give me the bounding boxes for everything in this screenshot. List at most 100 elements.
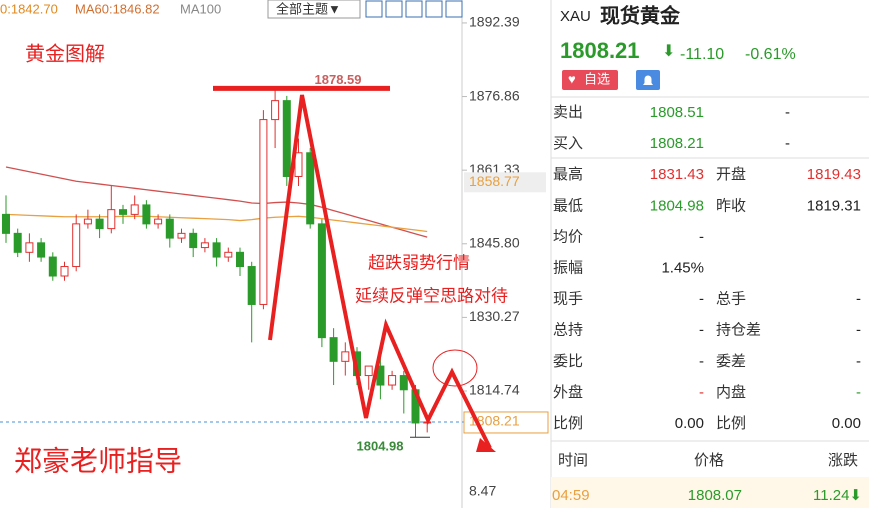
candle-body: [306, 152, 315, 225]
candle-body: [189, 232, 198, 249]
candle-body: [83, 218, 92, 225]
row-label: 最低: [553, 197, 583, 214]
symbol: XAU: [560, 8, 591, 25]
candle-body: [37, 242, 46, 258]
row-label: 最高: [553, 166, 583, 183]
ma-legend: MA60:1846.82: [75, 1, 160, 16]
candle-body: [341, 351, 350, 362]
heart-icon: ♥: [568, 71, 576, 86]
change-pct: -0.61%: [745, 46, 796, 63]
annotation-arrow: [268, 94, 492, 449]
row-value: -: [699, 291, 704, 308]
row-label: 持仓差: [716, 322, 761, 339]
row-value: -: [856, 291, 861, 308]
candle-body: [48, 256, 57, 277]
y-tick-label: 8.47: [469, 483, 496, 499]
candle-body: [25, 242, 34, 253]
tool-button[interactable]: [365, 0, 383, 18]
row-value: -: [856, 322, 861, 339]
row-label: 外盘: [553, 383, 583, 401]
ma-tag-bg: [464, 172, 546, 193]
candle-body: [119, 209, 127, 215]
candle-body: [165, 218, 174, 239]
tool-button[interactable]: [385, 0, 403, 18]
y-tick-label: 1830.27: [469, 308, 520, 324]
y-tick-label: 1845.80: [469, 234, 520, 250]
low-label: 1804.98: [357, 439, 404, 454]
row-label: 振幅: [553, 259, 583, 276]
instrument-name: 现货黄金: [600, 3, 681, 27]
watch-label[interactable]: 自选: [584, 71, 610, 86]
row-value: -: [699, 384, 704, 401]
candle-body: [200, 242, 209, 249]
row-label: 比例: [716, 415, 746, 432]
tool-button[interactable]: [405, 0, 423, 18]
row-value: -: [856, 353, 861, 370]
candle-body: [271, 100, 280, 121]
high-label: 1878.59: [315, 72, 362, 87]
bell-icon: [643, 75, 653, 85]
ma-legend: 0:1842.70: [0, 1, 58, 16]
candle-body: [60, 266, 69, 277]
y-tick-label: 1876.86: [469, 87, 520, 103]
row-label: 开盘: [716, 165, 746, 183]
row-value: 1819.31: [807, 197, 861, 214]
annotation-circle: [432, 349, 478, 387]
row-value: -: [699, 353, 704, 370]
candle-body: [95, 218, 104, 230]
tool-button[interactable]: [425, 0, 443, 18]
row-value: 1804.98: [650, 197, 704, 214]
row-value: -: [785, 135, 790, 152]
trade-header: 时间: [558, 452, 588, 469]
trade-header: 价格: [694, 452, 724, 469]
row-label: 现手: [553, 291, 583, 308]
y-tick-label: 1892.39: [469, 14, 520, 30]
candle-body: [236, 251, 244, 268]
trade-header: 涨跌: [828, 452, 858, 469]
row-label: 买入: [553, 135, 583, 152]
watch-button[interactable]: [562, 70, 618, 90]
candle-body: [294, 152, 303, 177]
candle-body: [224, 251, 233, 258]
change-arrow: ⬇: [662, 43, 675, 60]
last-price: 1808.21: [560, 38, 640, 63]
row-value: 1819.43: [807, 166, 861, 183]
candle-body: [107, 209, 116, 230]
candle-body: [259, 119, 268, 305]
ma-legend: MA100: [180, 1, 221, 16]
row-value: -: [785, 104, 790, 121]
row-label: 委差: [716, 353, 746, 370]
annotation: 延续反弹空思路对待: [355, 286, 508, 305]
trade-change: 11.24⬇: [813, 487, 862, 504]
trade-price: 1808.07: [688, 487, 742, 504]
row-label: 均价: [553, 228, 583, 245]
candle-body: [329, 337, 338, 362]
candle-body: [142, 204, 151, 225]
candle-body: [399, 375, 408, 391]
candle-body: [388, 375, 397, 386]
row-label: 卖出: [553, 104, 583, 121]
row-label: 委比: [553, 353, 583, 370]
theme-button-label[interactable]: 全部主题▼: [276, 1, 341, 16]
candle-body: [282, 100, 291, 177]
row-label: 比例: [553, 415, 583, 432]
candle-body: [2, 213, 10, 234]
toolbar: [365, 0, 463, 18]
change: -11.10: [680, 46, 724, 63]
candle-body: [130, 204, 139, 215]
row-value: 0.00: [832, 415, 861, 432]
candle-body: [72, 223, 81, 268]
candle-body: [317, 223, 326, 339]
candle-body: [212, 242, 221, 258]
theme-button[interactable]: [267, 0, 361, 19]
chart: 1892.391876.861861.331845.801830.271814.…: [0, 14, 549, 499]
candle-body: [177, 232, 186, 239]
candle-body: [13, 232, 22, 253]
price-tag: 1808.21: [469, 413, 520, 429]
row-value: -: [856, 384, 861, 401]
tool-button[interactable]: [445, 0, 463, 18]
row-value: 0.00: [675, 415, 704, 432]
row-value: -: [699, 322, 704, 339]
